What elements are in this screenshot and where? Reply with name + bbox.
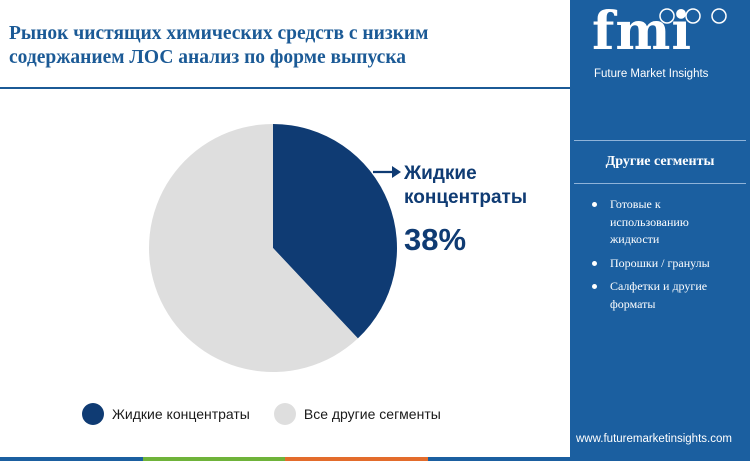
main-panel: Рынок чистящих химических средств с низк… (0, 22, 570, 461)
callout-label: Жидкие концентраты (404, 162, 564, 210)
callout-label-line-2: концентраты (404, 187, 528, 208)
bottom-bar-segment (285, 457, 428, 461)
logo-tagline: Future Market Insights (594, 68, 709, 80)
callout-arrow-head (392, 166, 401, 178)
callout-label-line-1: Жидкие (404, 163, 477, 184)
legend-label-liquid-concentrates: Жидкие концентраты (112, 406, 250, 422)
pie-chart (149, 124, 401, 372)
legend-item-liquid-concentrates: Жидкие концентраты (82, 403, 250, 425)
bottom-bar-segment (0, 457, 143, 461)
title-line-2: содержанием ЛОС анализ по форме выпуска (9, 47, 407, 68)
bottom-bar-segment (427, 457, 570, 461)
website-url[interactable]: www.futuremarketinsights.com (576, 433, 732, 445)
other-segments-list: Готовые к использованию жидкости Порошки… (588, 196, 738, 319)
legend-item-all-other-segments: Все другие сегменты (273, 403, 441, 425)
chart-legend: Жидкие концентраты Все другие сегменты (82, 402, 465, 426)
list-item: Порошки / гранулы (588, 255, 738, 273)
other-segments-header: Другие сегменты (574, 140, 746, 184)
brand-side-panel: fmi Future Market Insights Другие сегмен… (570, 0, 750, 461)
logo-globe-icon (711, 8, 727, 24)
fmi-logo: fmi Future Market Insights (570, 0, 750, 100)
title-line-1: Рынок чистящих химических средств с низк… (9, 23, 429, 44)
legend-dot-all-other-segments (273, 403, 296, 425)
pie-slice-liquid-concentrates (273, 124, 397, 339)
logo-mark (659, 8, 727, 24)
legend-dot-liquid-concentrates (82, 403, 104, 425)
page-title: Рынок чистящих химических средств с низк… (9, 22, 564, 70)
list-item: Салфетки и другие форматы (588, 278, 738, 313)
other-segments-title: Другие сегменты (605, 154, 715, 169)
bottom-color-bar (0, 457, 570, 461)
legend-label-all-other-segments: Все другие сегменты (303, 406, 441, 422)
callout-value: 38% (404, 222, 467, 257)
logo-text: fmi (592, 1, 693, 62)
list-item: Готовые к использованию жидкости (588, 196, 738, 249)
bottom-bar-segment (142, 457, 285, 461)
pie-slice-all-other-segments (149, 124, 358, 372)
title-divider (0, 87, 570, 89)
logo-globe-icon (659, 8, 675, 24)
logo-globe-icon (685, 8, 701, 24)
